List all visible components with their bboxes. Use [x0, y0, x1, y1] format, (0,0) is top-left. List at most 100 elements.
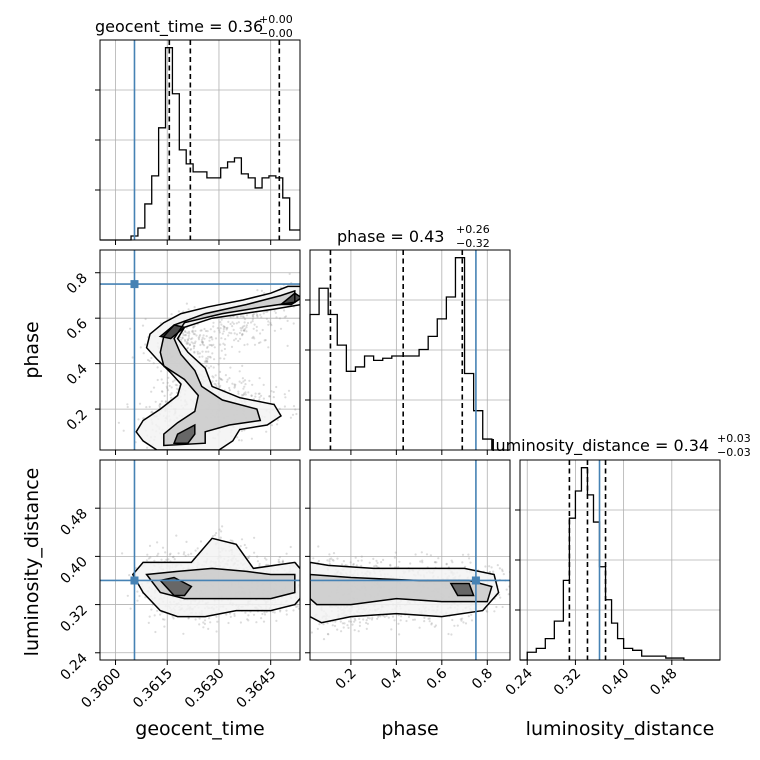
sample-point — [254, 392, 257, 395]
sample-point — [213, 346, 216, 349]
sample-point — [210, 344, 213, 347]
sample-point — [207, 350, 210, 353]
sample-point — [193, 333, 196, 336]
sample-point — [493, 610, 496, 613]
sample-point — [252, 613, 256, 616]
sample-point — [247, 391, 250, 394]
sample-point — [275, 316, 278, 319]
sample-point — [208, 343, 211, 347]
sample-point — [348, 620, 351, 623]
sample-point — [171, 615, 174, 618]
sample-point — [243, 392, 246, 395]
sample-point — [267, 346, 270, 349]
sample-point — [175, 391, 178, 394]
sample-point — [183, 551, 186, 554]
sample-point — [265, 317, 268, 320]
sample-point — [173, 558, 176, 561]
sample-point — [430, 623, 433, 626]
sample-point — [245, 326, 248, 329]
sample-point — [150, 356, 153, 360]
sample-point — [490, 566, 493, 569]
sample-point — [498, 593, 501, 596]
sample-point — [265, 310, 269, 313]
density-fill-mid-luminosity_distance_vs_phase — [310, 574, 492, 605]
sample-point — [261, 328, 264, 332]
sample-point — [341, 622, 344, 625]
sample-point — [461, 561, 464, 564]
histogram-phase — [309, 257, 510, 451]
sample-point — [215, 615, 218, 618]
sample-point — [486, 610, 489, 613]
sample-point — [228, 386, 231, 390]
sample-point — [263, 292, 266, 295]
sample-point — [161, 390, 164, 393]
sample-point — [227, 320, 230, 323]
sample-point — [203, 337, 206, 340]
sample-point — [226, 326, 229, 329]
sample-point — [242, 387, 245, 390]
sample-point — [163, 618, 166, 621]
xlabel-geocent-time: geocent_time — [135, 718, 264, 740]
sample-point — [412, 618, 415, 621]
sample-point — [144, 596, 147, 599]
sample-point — [156, 378, 159, 382]
sample-point — [206, 357, 209, 360]
sample-point — [159, 613, 162, 616]
sample-point — [204, 350, 208, 353]
sample-point — [201, 338, 204, 341]
sample-point — [220, 323, 223, 326]
sample-point — [289, 416, 292, 419]
sample-point — [220, 337, 223, 340]
sample-point — [238, 380, 241, 383]
sample-point — [160, 558, 163, 561]
sample-point — [233, 383, 236, 386]
sample-point — [430, 622, 433, 625]
sample-point — [173, 379, 176, 382]
sample-point — [228, 331, 231, 334]
title-geocent-time-lower: −0.00 — [259, 27, 293, 40]
sample-point — [186, 338, 189, 341]
sample-point — [340, 563, 344, 566]
sample-point — [187, 617, 190, 620]
sample-point — [153, 559, 156, 562]
sample-point — [344, 564, 347, 567]
sample-point — [216, 327, 219, 330]
sample-point — [142, 352, 145, 355]
sample-point — [198, 335, 201, 338]
sample-point — [346, 624, 349, 627]
sample-point — [189, 338, 193, 341]
sample-point — [237, 392, 240, 395]
sample-point — [170, 386, 173, 389]
sample-point — [152, 362, 155, 365]
sample-point — [265, 558, 268, 561]
sample-point — [464, 565, 467, 568]
sample-point — [210, 336, 213, 339]
sample-point — [467, 615, 470, 618]
sample-point — [249, 321, 253, 324]
sample-point — [368, 561, 371, 564]
sample-point — [259, 332, 262, 335]
sample-point — [291, 413, 295, 416]
sample-point — [161, 546, 165, 549]
xlabel-phase: phase — [381, 718, 438, 740]
sample-point — [453, 624, 456, 627]
sample-point — [240, 329, 243, 332]
sample-point — [256, 560, 259, 563]
sample-point — [185, 540, 188, 544]
sample-point — [242, 316, 246, 319]
sample-point — [294, 408, 297, 411]
sample-point — [208, 336, 211, 339]
sample-point — [170, 392, 173, 395]
sample-point — [228, 377, 231, 380]
sample-point — [285, 613, 288, 616]
sample-point — [139, 346, 142, 349]
sample-point — [241, 333, 244, 336]
sample-point — [397, 622, 400, 625]
sample-point — [192, 345, 196, 348]
sample-point — [224, 338, 227, 341]
sample-point — [502, 573, 505, 576]
sample-point — [505, 588, 508, 591]
sample-point — [259, 313, 262, 316]
sample-point — [391, 615, 395, 618]
